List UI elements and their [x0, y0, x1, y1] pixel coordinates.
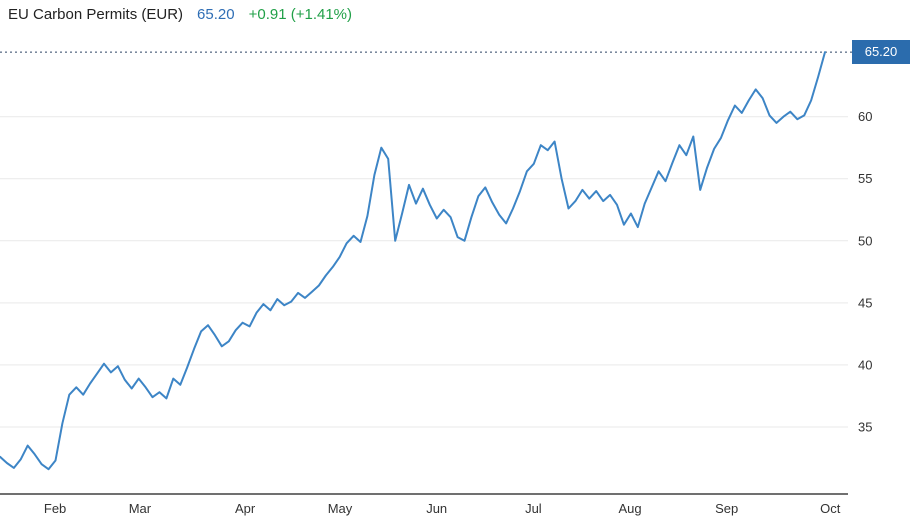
- price-change-value: +0.91 (+1.41%): [248, 6, 352, 23]
- gridlines: [0, 116, 848, 428]
- svg-text:May: May: [328, 501, 353, 516]
- svg-text:55: 55: [858, 171, 872, 186]
- svg-text:Aug: Aug: [619, 501, 642, 516]
- svg-text:60: 60: [858, 109, 872, 124]
- svg-text:Oct: Oct: [820, 501, 841, 516]
- svg-text:35: 35: [858, 420, 872, 435]
- price-series-line[interactable]: [0, 51, 826, 471]
- svg-text:45: 45: [858, 295, 872, 310]
- last-price-badge: 65.20: [852, 40, 910, 64]
- chart-header: EU Carbon Permits (EUR) 65.20 +0.91 (+1.…: [8, 6, 352, 23]
- svg-text:50: 50: [858, 233, 872, 248]
- svg-text:Jul: Jul: [525, 501, 542, 516]
- last-price-value: 65.20: [197, 6, 235, 23]
- svg-text:Jun: Jun: [426, 501, 447, 516]
- svg-text:40: 40: [858, 357, 872, 372]
- y-axis-labels: 35 40 45 50 55 60: [858, 109, 872, 434]
- svg-text:Feb: Feb: [44, 501, 66, 516]
- chart-title: EU Carbon Permits (EUR): [8, 6, 184, 23]
- svg-text:Apr: Apr: [235, 501, 256, 516]
- x-axis-labels: Feb Mar Apr May Jun Jul Aug Sep Oct: [44, 501, 841, 516]
- svg-text:Mar: Mar: [129, 501, 152, 516]
- svg-text:Sep: Sep: [715, 501, 738, 516]
